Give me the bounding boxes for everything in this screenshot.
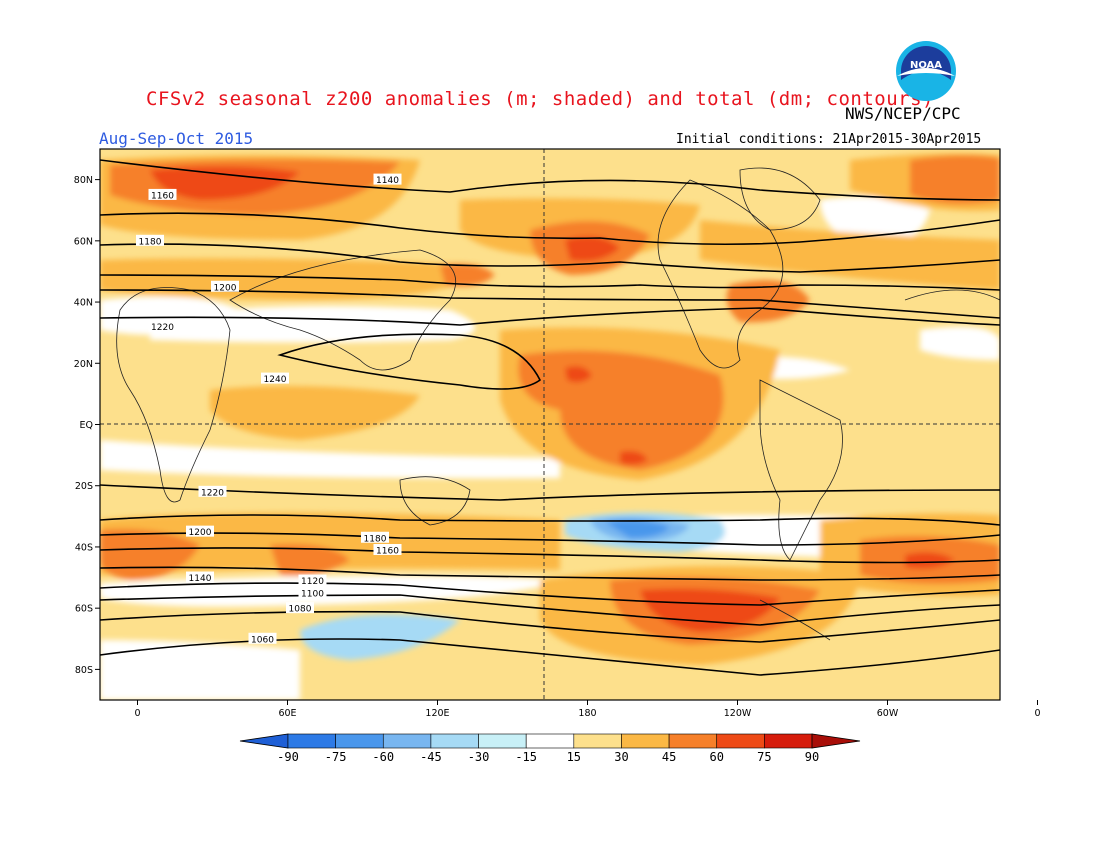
lat-label: 60N	[74, 236, 93, 247]
lat-label: 80S	[75, 665, 93, 676]
colorbar: -90 -75 -60 -45 -30 -15 15 30 45 60 75 90	[239, 733, 861, 764]
contour-label-bg	[298, 586, 327, 598]
colorbar-label: -45	[420, 750, 442, 764]
contour-label: 1180	[139, 237, 162, 247]
contour-label: 1160	[376, 547, 399, 557]
contour-label-bg	[361, 531, 389, 543]
colorbar-segment	[716, 733, 765, 749]
lon-label: 120W	[724, 708, 752, 719]
period-label: Aug-Sep-Oct 2015	[99, 129, 254, 148]
contour-label: 1200	[189, 528, 212, 538]
contour-labels: 1140 1160 1180 1200 1220 1240 1220 1200 1180 1160…	[136, 173, 402, 645]
lon-label: 0	[134, 708, 140, 719]
colorbar-segment	[287, 733, 336, 749]
contour-label: 1080	[289, 605, 312, 615]
colorbar-segment	[764, 733, 813, 749]
contour-label: 1220	[201, 488, 224, 498]
colorbar-label: 75	[757, 750, 771, 764]
contour-label-bg	[186, 525, 214, 537]
colorbar-segment	[573, 733, 622, 749]
colorbar-label: -30	[468, 750, 490, 764]
contour-label-bg	[148, 188, 177, 200]
lat-label: 40N	[74, 298, 93, 309]
contour-lines	[100, 159, 1000, 676]
lat-label: EQ	[80, 420, 93, 431]
initial-conditions-label: Initial conditions: 21Apr2015-30Apr2015	[676, 132, 982, 147]
colorbar-label: -15	[515, 750, 537, 764]
noaa-logo-icon: NOAA	[896, 41, 956, 101]
colorbar-right-arrow	[811, 733, 861, 749]
lon-label: 120E	[425, 708, 449, 719]
contour-label-bg	[261, 372, 289, 384]
colorbar-label: 15	[567, 750, 581, 764]
contour-label: 1180	[364, 534, 387, 544]
agency-label: NWS/NCEP/CPC	[845, 104, 961, 123]
lat-label: 80N	[74, 175, 93, 186]
contour-label-bg	[148, 320, 177, 332]
contour-label-bg	[136, 234, 164, 246]
colorbar-label: -75	[325, 750, 347, 764]
contour-label-bg	[373, 173, 402, 185]
contour-label-bg	[298, 574, 327, 586]
contour-label: 1140	[189, 574, 212, 584]
contour-label: 1140	[376, 176, 399, 186]
contour-label: 1120	[301, 577, 324, 587]
colorbar-label: -90	[277, 750, 299, 764]
lon-label: 0	[1034, 708, 1040, 719]
svg-text:NOAA: NOAA	[910, 60, 942, 71]
colorbar-label: 45	[662, 750, 676, 764]
lon-label: 60E	[278, 708, 296, 719]
colorbar-segment	[430, 733, 479, 749]
contour-label: 1160	[151, 191, 174, 201]
contour-label: 1220	[151, 323, 174, 333]
lon-label: 60W	[877, 708, 899, 719]
colorbar-label: 90	[805, 750, 819, 764]
lat-label: 20S	[75, 481, 93, 492]
colorbar-segment	[621, 733, 670, 749]
contour-label: 1200	[214, 283, 237, 293]
colorbar-segment	[668, 733, 718, 749]
contour-label: 1060	[251, 635, 274, 645]
colorbar-segment	[478, 733, 527, 749]
colorbar-segment	[525, 733, 575, 749]
colorbar-segment	[382, 733, 432, 749]
colorbar-segment	[335, 733, 384, 749]
lat-label: 40S	[75, 542, 93, 553]
lat-label: 60S	[75, 604, 93, 615]
axis-labels: 80N 60N 40N 20N EQ 20S 40S 60S 80S 0 60E 120E 180 120…	[74, 175, 1041, 719]
colorbar-label: 30	[614, 750, 628, 764]
contour-label: 1240	[264, 375, 287, 385]
lat-label: 20N	[74, 359, 93, 370]
contour-label: 1100	[301, 589, 324, 599]
contour-label-bg	[198, 485, 227, 497]
map-title: CFSv2 seasonal z200 anomalies (m; shaded…	[146, 88, 934, 110]
contour-label-bg	[211, 280, 239, 292]
contour-label-bg	[373, 544, 402, 556]
lon-label: 180	[578, 708, 596, 719]
colorbar-label: -60	[372, 750, 394, 764]
contour-label-bg	[248, 632, 277, 644]
contour-label-bg	[286, 602, 314, 614]
colorbar-label: 60	[710, 750, 724, 764]
colorbar-left-arrow	[239, 733, 289, 749]
contour-label-bg	[186, 571, 214, 583]
